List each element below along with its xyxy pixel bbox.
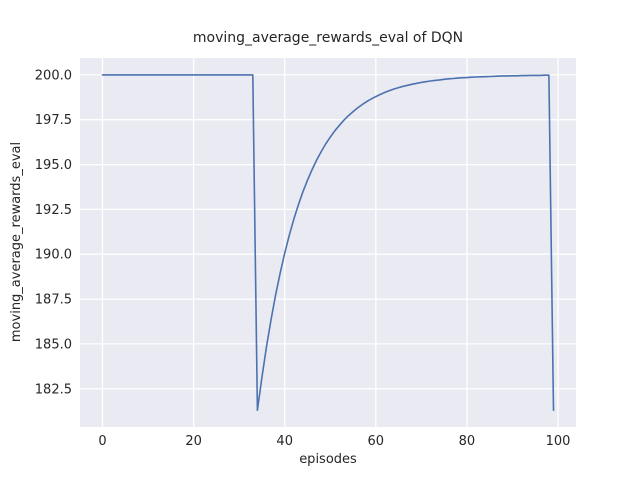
x-axis-label: episodes <box>299 452 357 467</box>
y-tick-label: 192.5 <box>35 203 72 218</box>
x-tick-label: 40 <box>276 434 293 449</box>
plot-background <box>80 58 576 427</box>
y-tick-label: 195.0 <box>35 158 72 173</box>
x-tick-label: 100 <box>546 434 571 449</box>
y-tick-label: 190.0 <box>35 248 72 263</box>
y-tick-label: 200.0 <box>35 68 72 83</box>
x-tick-label: 20 <box>185 434 202 449</box>
y-tick-label: 197.5 <box>35 113 72 128</box>
y-tick-label: 182.5 <box>35 382 72 397</box>
x-tick-label: 0 <box>98 434 106 449</box>
x-tick-label: 60 <box>368 434 385 449</box>
y-tick-label: 185.0 <box>35 337 72 352</box>
reward-line <box>101 74 555 412</box>
x-tick-label: 80 <box>459 434 476 449</box>
y-tick-label: 187.5 <box>35 293 72 308</box>
y-axis-label: moving_average_rewards_eval <box>9 141 24 343</box>
chart-title: moving_average_rewards_eval of DQN <box>192 30 464 46</box>
